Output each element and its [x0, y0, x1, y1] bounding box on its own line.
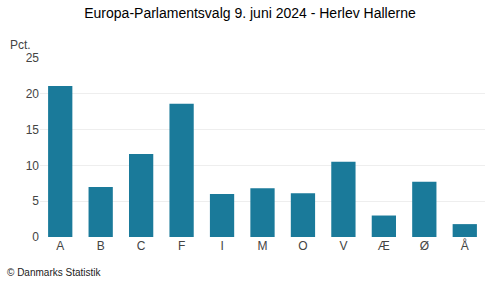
svg-text:M: M	[258, 239, 268, 253]
svg-text:Pct.: Pct.	[10, 38, 31, 52]
svg-text:Å: Å	[461, 238, 469, 253]
svg-text:Ø: Ø	[420, 239, 429, 253]
svg-text:10: 10	[26, 159, 40, 173]
svg-text:A: A	[56, 239, 64, 253]
svg-text:5: 5	[32, 194, 39, 208]
svg-text:V: V	[339, 239, 347, 253]
svg-text:I: I	[220, 239, 223, 253]
svg-text:0: 0	[32, 230, 39, 244]
svg-text:Æ: Æ	[378, 239, 390, 253]
svg-text:F: F	[178, 239, 185, 253]
svg-text:15: 15	[26, 123, 40, 137]
svg-text:B: B	[97, 239, 105, 253]
svg-text:© Danmarks Statistik: © Danmarks Statistik	[7, 267, 102, 278]
svg-text:Europa-Parlamentsvalg 9. juni: Europa-Parlamentsvalg 9. juni 2024 - Her…	[84, 5, 416, 21]
svg-text:20: 20	[26, 87, 40, 101]
svg-text:O: O	[298, 239, 307, 253]
svg-text:25: 25	[26, 51, 40, 65]
svg-text:C: C	[137, 239, 146, 253]
